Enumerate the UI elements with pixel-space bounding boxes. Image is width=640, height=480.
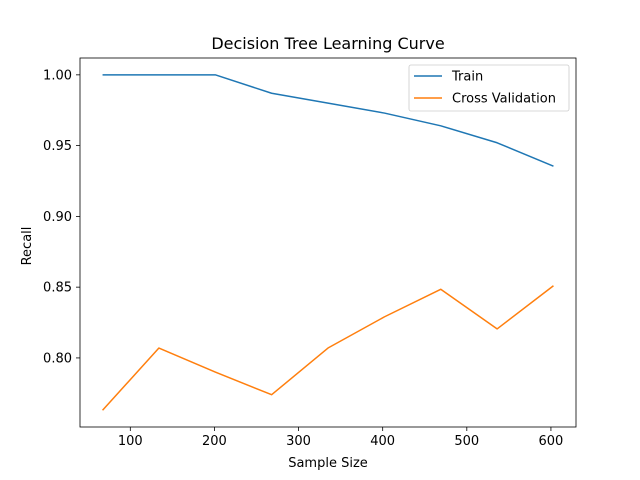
x-tick-label: 600: [539, 434, 564, 449]
legend: Train Cross Validation: [408, 64, 570, 112]
x-axis-label: Sample Size: [288, 456, 368, 471]
x-tick-label: 500: [454, 434, 479, 449]
x-axis-ticks: 100 200 300 400 500 600: [118, 427, 563, 449]
legend-label: Train: [451, 70, 483, 85]
series-line-train: [102, 74, 554, 167]
x-tick-label: 100: [118, 434, 143, 449]
y-tick-label: 0.90: [43, 210, 72, 225]
x-tick-label: 400: [370, 434, 395, 449]
y-tick-label: 0.80: [43, 351, 72, 366]
y-tick-label: 0.85: [43, 281, 72, 296]
plot-lines: [101, 74, 554, 411]
x-tick-label: 200: [202, 434, 227, 449]
plot-frame: [79, 57, 577, 428]
series-line-cross-validation: [101, 285, 554, 411]
legend-box: [408, 64, 570, 112]
chart-title: Decision Tree Learning Curve: [211, 34, 444, 53]
x-tick-label: 300: [286, 434, 311, 449]
y-tick-label: 0.95: [43, 139, 72, 154]
y-tick-label: 1.00: [43, 68, 72, 83]
y-axis-label: Recall: [20, 227, 35, 266]
legend-label: Cross Validation: [452, 92, 556, 107]
y-axis-ticks: 0.80 0.85 0.90 0.95 1.00: [43, 68, 80, 366]
